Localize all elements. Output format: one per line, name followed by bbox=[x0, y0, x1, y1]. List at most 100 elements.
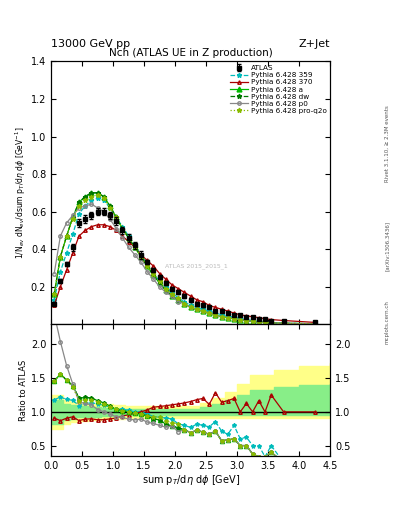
Pythia 6.428 370 bbox=[163, 276, 168, 282]
Pythia 6.428 p0 bbox=[151, 276, 156, 282]
Pythia 6.428 pro-q2o bbox=[101, 196, 106, 202]
Pythia 6.428 a bbox=[139, 253, 143, 260]
Pythia 6.428 370 bbox=[269, 316, 274, 323]
Pythia 6.428 p0 bbox=[83, 203, 88, 209]
Pythia 6.428 pro-q2o bbox=[219, 314, 224, 320]
Pythia 6.428 359 bbox=[207, 308, 211, 314]
Pythia 6.428 a bbox=[182, 301, 187, 307]
Pythia 6.428 p0 bbox=[139, 259, 143, 265]
Pythia 6.428 p0 bbox=[219, 314, 224, 320]
Pythia 6.428 p0 bbox=[244, 317, 249, 324]
Pythia 6.428 359 bbox=[257, 318, 261, 325]
Pythia 6.428 dw bbox=[157, 280, 162, 286]
Pythia 6.428 dw bbox=[108, 203, 112, 209]
Pythia 6.428 p0 bbox=[157, 284, 162, 290]
Pythia 6.428 359 bbox=[120, 224, 125, 230]
Pythia 6.428 370 bbox=[120, 233, 125, 239]
Pythia 6.428 359 bbox=[244, 316, 249, 323]
Pythia 6.428 dw bbox=[139, 253, 143, 260]
Pythia 6.428 p0 bbox=[64, 220, 69, 226]
Pythia 6.428 pro-q2o bbox=[89, 194, 94, 200]
Pythia 6.428 370 bbox=[101, 222, 106, 228]
Pythia 6.428 pro-q2o bbox=[52, 291, 57, 297]
Pythia 6.428 dw bbox=[89, 190, 94, 196]
Pythia 6.428 a bbox=[89, 190, 94, 196]
Pythia 6.428 dw bbox=[269, 319, 274, 326]
Pythia 6.428 pro-q2o bbox=[114, 214, 119, 220]
Pythia 6.428 370 bbox=[139, 252, 143, 258]
Pythia 6.428 a bbox=[281, 321, 286, 327]
Pythia 6.428 359 bbox=[263, 319, 267, 326]
Text: Rivet 3.1.10, ≥ 2.3M events: Rivet 3.1.10, ≥ 2.3M events bbox=[385, 105, 389, 182]
Pythia 6.428 370 bbox=[132, 244, 137, 250]
Pythia 6.428 p0 bbox=[231, 315, 236, 322]
Pythia 6.428 370 bbox=[126, 239, 131, 245]
Pythia 6.428 dw bbox=[257, 319, 261, 326]
Pythia 6.428 p0 bbox=[238, 316, 242, 323]
Line: Pythia 6.428 p0: Pythia 6.428 p0 bbox=[52, 202, 316, 326]
Pythia 6.428 a bbox=[77, 199, 81, 205]
Pythia 6.428 pro-q2o bbox=[188, 304, 193, 310]
Pythia 6.428 a bbox=[213, 312, 218, 318]
Pythia 6.428 359 bbox=[201, 306, 206, 312]
Pythia 6.428 pro-q2o bbox=[64, 233, 69, 239]
Pythia 6.428 370 bbox=[83, 227, 88, 233]
Pythia 6.428 359 bbox=[219, 312, 224, 318]
Pythia 6.428 370 bbox=[281, 317, 286, 324]
Pythia 6.428 dw bbox=[213, 312, 218, 318]
Pythia 6.428 359 bbox=[226, 314, 230, 320]
Pythia 6.428 359 bbox=[101, 197, 106, 203]
Pythia 6.428 a bbox=[58, 253, 63, 260]
Pythia 6.428 359 bbox=[238, 315, 242, 322]
Pythia 6.428 370 bbox=[238, 312, 242, 318]
Pythia 6.428 370 bbox=[213, 304, 218, 310]
Pythia 6.428 pro-q2o bbox=[126, 235, 131, 241]
Pythia 6.428 pro-q2o bbox=[70, 216, 75, 222]
Text: [arXiv:1306.3436]: [arXiv:1306.3436] bbox=[385, 221, 389, 271]
Pythia 6.428 359 bbox=[114, 214, 119, 220]
Pythia 6.428 370 bbox=[250, 314, 255, 320]
Pythia 6.428 dw bbox=[182, 301, 187, 307]
Pythia 6.428 pro-q2o bbox=[281, 321, 286, 327]
Pythia 6.428 dw bbox=[195, 306, 199, 312]
Pythia 6.428 pro-q2o bbox=[139, 253, 143, 260]
Pythia 6.428 pro-q2o bbox=[176, 295, 180, 301]
Pythia 6.428 p0 bbox=[207, 310, 211, 316]
Pythia 6.428 p0 bbox=[52, 270, 57, 276]
Pythia 6.428 359 bbox=[269, 319, 274, 326]
Pythia 6.428 359 bbox=[163, 284, 168, 290]
Pythia 6.428 370 bbox=[219, 306, 224, 312]
Pythia 6.428 p0 bbox=[182, 301, 187, 307]
Pythia 6.428 dw bbox=[77, 199, 81, 205]
Pythia 6.428 pro-q2o bbox=[195, 306, 199, 312]
Pythia 6.428 pro-q2o bbox=[83, 197, 88, 203]
Pythia 6.428 359 bbox=[145, 261, 150, 267]
Pythia 6.428 p0 bbox=[269, 319, 274, 326]
Pythia 6.428 p0 bbox=[188, 304, 193, 310]
Pythia 6.428 370 bbox=[95, 222, 100, 228]
Legend: ATLAS, Pythia 6.428 359, Pythia 6.428 370, Pythia 6.428 a, Pythia 6.428 dw, Pyth: ATLAS, Pythia 6.428 359, Pythia 6.428 37… bbox=[228, 63, 328, 115]
Y-axis label: 1/N$_{ev}$ dN$_{ev}$/dsum p$_T$/d$\eta$ d$\phi$ [GeV$^{-1}$]: 1/N$_{ev}$ dN$_{ev}$/dsum p$_T$/d$\eta$ … bbox=[14, 126, 28, 259]
Pythia 6.428 a bbox=[176, 297, 180, 303]
X-axis label: sum p$_T$/d$\eta$ d$\phi$ [GeV]: sum p$_T$/d$\eta$ d$\phi$ [GeV] bbox=[141, 473, 240, 487]
Pythia 6.428 370 bbox=[70, 250, 75, 256]
Pythia 6.428 dw bbox=[151, 272, 156, 279]
Pythia 6.428 359 bbox=[170, 289, 174, 295]
Pythia 6.428 359 bbox=[176, 295, 180, 301]
Pythia 6.428 a bbox=[151, 272, 156, 279]
Pythia 6.428 359 bbox=[182, 298, 187, 305]
Text: 13000 GeV pp: 13000 GeV pp bbox=[51, 38, 130, 49]
Pythia 6.428 p0 bbox=[213, 312, 218, 318]
Line: Pythia 6.428 dw: Pythia 6.428 dw bbox=[52, 190, 317, 326]
Pythia 6.428 a bbox=[219, 314, 224, 320]
Pythia 6.428 p0 bbox=[312, 321, 317, 327]
Line: Pythia 6.428 359: Pythia 6.428 359 bbox=[52, 196, 317, 326]
Pythia 6.428 dw bbox=[52, 291, 57, 297]
Pythia 6.428 pro-q2o bbox=[226, 314, 230, 321]
Pythia 6.428 p0 bbox=[95, 205, 100, 211]
Pythia 6.428 370 bbox=[231, 310, 236, 316]
Pythia 6.428 a bbox=[263, 319, 267, 326]
Pythia 6.428 p0 bbox=[195, 306, 199, 312]
Pythia 6.428 pro-q2o bbox=[263, 319, 267, 326]
Pythia 6.428 a bbox=[312, 321, 317, 327]
